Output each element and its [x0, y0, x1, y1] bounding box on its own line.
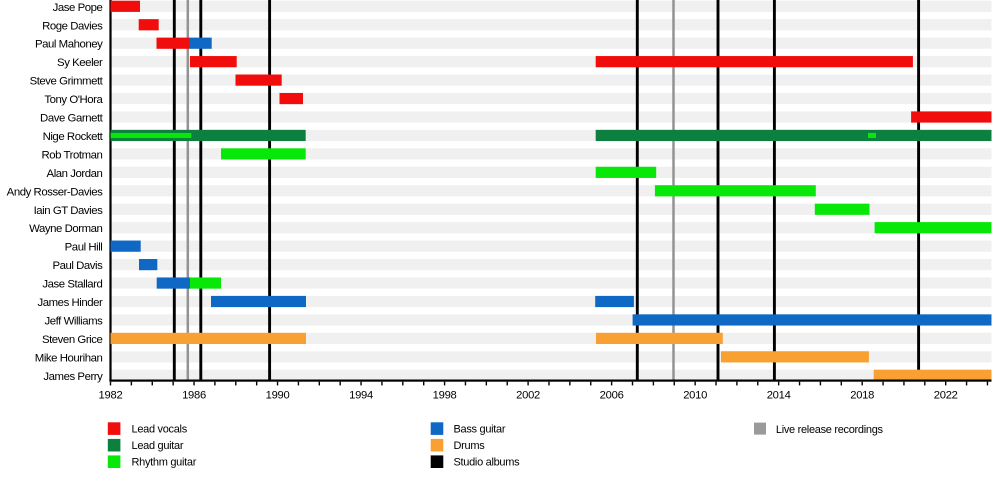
svg-text:1990: 1990: [266, 390, 290, 402]
svg-text:Rhythm guitar: Rhythm guitar: [132, 457, 197, 469]
svg-text:Bass guitar: Bass guitar: [454, 424, 506, 436]
svg-text:James Hinder: James Hinder: [38, 297, 104, 309]
svg-text:Dave Garnett: Dave Garnett: [40, 113, 104, 125]
svg-text:2022: 2022: [934, 390, 958, 402]
svg-text:Nige Rockett: Nige Rockett: [43, 131, 104, 143]
svg-text:Jase Pope: Jase Pope: [53, 2, 103, 14]
svg-text:Mike Hourihan: Mike Hourihan: [35, 352, 103, 364]
svg-text:Paul Davis: Paul Davis: [52, 260, 103, 272]
svg-text:2014: 2014: [767, 390, 791, 402]
svg-text:Lead vocals: Lead vocals: [132, 424, 188, 436]
svg-text:Jeff Williams: Jeff Williams: [45, 315, 104, 327]
svg-text:Paul Mahoney: Paul Mahoney: [35, 39, 103, 51]
svg-text:Iain GT Davies: Iain GT Davies: [34, 205, 104, 217]
svg-text:1994: 1994: [349, 390, 373, 402]
svg-text:1986: 1986: [182, 390, 206, 402]
svg-text:Roge Davies: Roge Davies: [42, 20, 103, 32]
svg-text:Alan Jordan: Alan Jordan: [47, 168, 103, 180]
svg-text:Andy Rosser-Davies: Andy Rosser-Davies: [7, 186, 103, 198]
svg-text:Jase Stallard: Jase Stallard: [42, 279, 102, 291]
svg-text:Studio albums: Studio albums: [454, 457, 521, 469]
svg-text:2002: 2002: [516, 390, 540, 402]
svg-text:Tony O'Hora: Tony O'Hora: [44, 94, 103, 106]
svg-text:Rob Trotman: Rob Trotman: [42, 149, 103, 161]
svg-text:Lead guitar: Lead guitar: [132, 440, 184, 452]
svg-text:Steven Grice: Steven Grice: [42, 334, 103, 346]
svg-text:Live release recordings: Live release recordings: [776, 424, 884, 436]
svg-text:1998: 1998: [433, 390, 457, 402]
svg-text:Drums: Drums: [454, 440, 486, 452]
svg-text:Steve Grimmett: Steve Grimmett: [30, 76, 104, 88]
svg-text:Paul Hill: Paul Hill: [65, 242, 103, 254]
svg-text:2018: 2018: [850, 390, 874, 402]
svg-text:1982: 1982: [99, 390, 123, 402]
svg-text:Sy Keeler: Sy Keeler: [57, 57, 103, 69]
svg-text:Wayne Dorman: Wayne Dorman: [29, 223, 102, 235]
svg-text:James Perry: James Perry: [43, 371, 103, 383]
svg-text:2006: 2006: [600, 390, 624, 402]
svg-text:2010: 2010: [683, 390, 707, 402]
